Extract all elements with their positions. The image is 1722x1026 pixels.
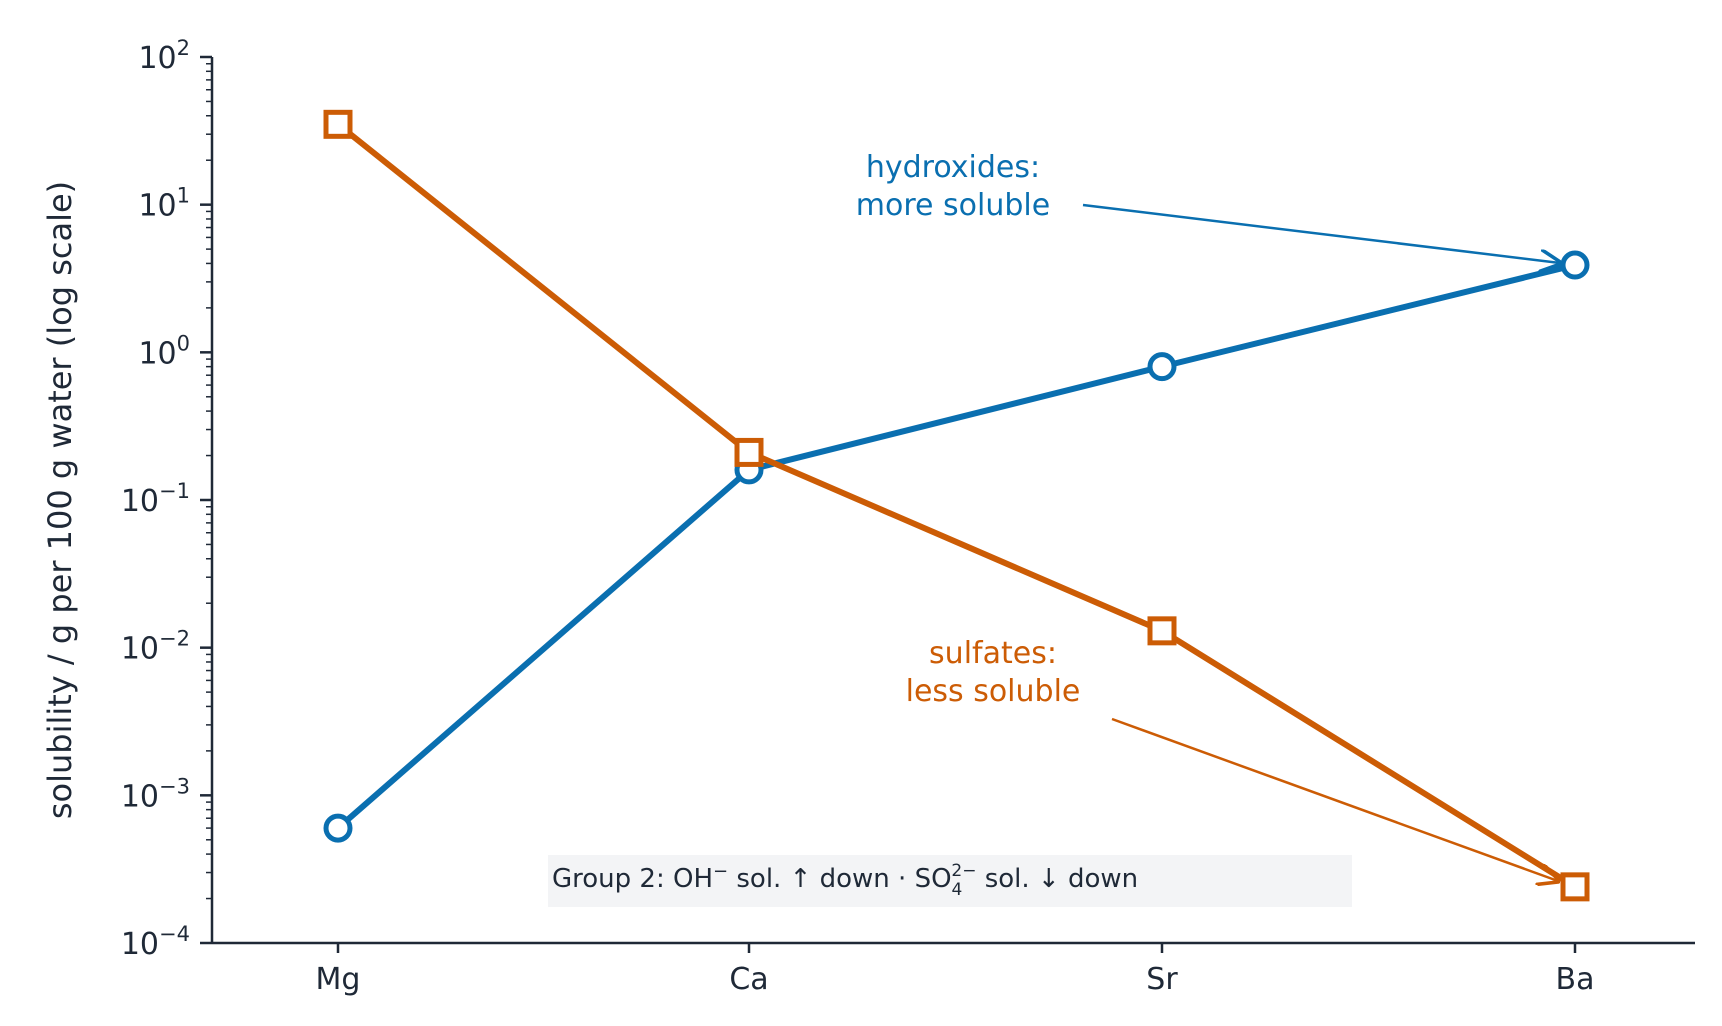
axes: 10−4 10−3 10−2 10−1 100 101 102 Mg Ca Sr Ba solubil… (41, 36, 1695, 997)
note-background (548, 855, 1352, 907)
data-point-hydroxides (1147, 352, 1177, 382)
data-point-hydroxides (1560, 250, 1590, 280)
note-so4-subscript: 4 (952, 880, 963, 900)
y-tick-label: 10−4 (121, 922, 190, 962)
x-tick-label: Ba (1556, 962, 1595, 997)
y-tick-label: 101 (138, 184, 190, 224)
note-suffix: sol. ↓ down (976, 864, 1138, 894)
series-line-hydroxides (335, 262, 1578, 832)
annotation-layer: hydroxides: more soluble sulfates: less sol… (856, 150, 1560, 881)
annotation-arrow-hydroxides (1082, 203, 1560, 263)
y-axis-title: solubility / g per 100 g water (log scal… (41, 181, 79, 819)
note-oh-charge: − (713, 861, 728, 882)
data-point-hydroxides (323, 813, 353, 843)
data-point-sulfates (1560, 872, 1590, 902)
annotation-arrow-sulfates (1111, 717, 1558, 881)
series-hydroxides (323, 250, 1590, 843)
data-point-sulfates (734, 437, 764, 467)
annotation-label-sulfates: sulfates: less soluble (906, 636, 1081, 709)
annotation-hydroxides: hydroxides: more soluble (856, 150, 1560, 263)
y-tick-label: 10−2 (121, 627, 190, 667)
note-text: Group 2: OH− sol. ↑ down · SO42− sol. ↓ … (552, 861, 1138, 900)
y-tick-label: 10−3 (121, 774, 190, 814)
x-tick-label: Ca (729, 962, 768, 997)
annotation-sulfates: sulfates: less soluble (906, 636, 1558, 881)
note-box: Group 2: OH− sol. ↑ down · SO42− sol. ↓ … (548, 855, 1352, 907)
note-so4-superscript: 2− (951, 861, 976, 881)
y-tick-label: 10−1 (121, 479, 190, 519)
annotation-label-hydroxides: hydroxides: more soluble (856, 150, 1050, 223)
x-tick-label: Sr (1146, 962, 1178, 997)
series-layer (323, 109, 1590, 902)
note-prefix: Group 2: OH (552, 864, 713, 894)
x-tick-label: Mg (316, 962, 361, 997)
note-middle: sol. ↑ down · SO (728, 864, 951, 894)
series-sulfates (323, 109, 1590, 902)
y-tick-label: 100 (138, 331, 190, 371)
series-line-sulfates (335, 121, 1578, 890)
data-point-sulfates (323, 109, 353, 139)
y-tick-label: 102 (138, 36, 190, 76)
data-point-sulfates (1147, 616, 1177, 646)
